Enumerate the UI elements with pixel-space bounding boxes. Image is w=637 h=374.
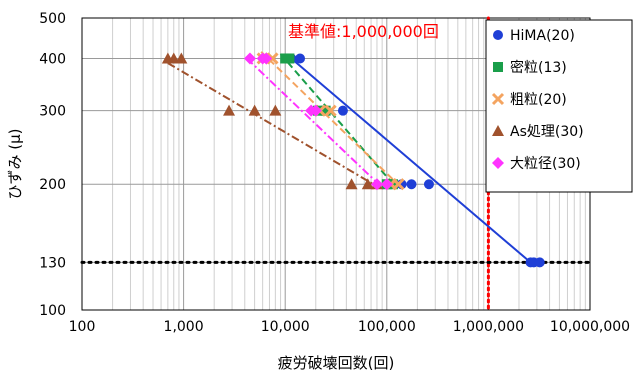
data-point-series-3 xyxy=(266,52,279,65)
legend-marker-series-3 xyxy=(491,92,505,106)
data-point-series-4 xyxy=(223,104,236,116)
trend-line-series-3 xyxy=(260,51,403,189)
legend-markers xyxy=(491,30,505,169)
data-point-series-4 xyxy=(345,178,358,190)
legend-label-soryu: 粗粒(20) xyxy=(510,92,567,108)
data-point-series-2 xyxy=(320,105,331,116)
legend-label-hima: HiMA(20) xyxy=(510,28,575,44)
legend-label-large-aggregate: 大粒径(30) xyxy=(510,156,581,172)
trend-lines xyxy=(167,51,532,264)
data-point-series-5 xyxy=(260,52,273,65)
data-point-series-3 xyxy=(324,104,337,117)
trend-line-series-2 xyxy=(279,53,396,187)
x-tick-label: 100,000 xyxy=(358,319,416,335)
data-point-series-5 xyxy=(370,178,383,191)
data-point-series-5 xyxy=(380,178,393,191)
x-tick-label: 10,000 xyxy=(261,319,310,335)
data-point-series-1 xyxy=(295,53,306,64)
data-point-series-1 xyxy=(406,179,417,190)
legend-label-as-treated: As処理(30) xyxy=(510,124,584,140)
data-point-series-4 xyxy=(269,104,282,116)
y-tick-label: 400 xyxy=(39,51,66,67)
data-point-series-3 xyxy=(392,178,405,191)
legend-marker-series-1 xyxy=(493,30,503,40)
data-points xyxy=(161,52,545,268)
trend-line-series-4 xyxy=(167,62,381,189)
y-tick-label: 130 xyxy=(39,255,66,271)
data-point-series-4 xyxy=(175,52,188,64)
data-point-series-4 xyxy=(361,178,374,190)
y-tick-labels: 100 130 200 300 400 500 xyxy=(39,11,66,319)
y-tick-label: 100 xyxy=(39,303,66,319)
y-tick-label: 200 xyxy=(39,177,66,193)
x-tick-label: 100 xyxy=(69,319,96,335)
y-tick-label: 300 xyxy=(39,104,66,120)
data-point-series-5 xyxy=(309,104,322,117)
data-point-series-5 xyxy=(243,52,256,65)
data-point-series-4 xyxy=(248,104,261,116)
legend-marker-series-2 xyxy=(493,62,503,72)
trend-line-series-1 xyxy=(290,57,532,264)
x-tick-label: 1,000 xyxy=(164,319,204,335)
legend-label-mitsuryu: 密粒(13) xyxy=(510,59,567,76)
reference-annotation: 基準値:1,000,000回 xyxy=(288,22,439,41)
legend-marker-series-5 xyxy=(492,157,504,169)
x-axis-label: 疲労破壊回数(回) xyxy=(278,354,395,372)
y-axis-label: ひずみ (μ) xyxy=(6,128,24,199)
y-tick-label: 500 xyxy=(39,11,66,27)
data-point-series-1 xyxy=(534,257,545,268)
legend: HiMA(20) 密粒(13) 粗粒(20) As処理(30) 大粒径(30) xyxy=(485,19,633,193)
x-tick-labels: 100 1,000 10,000 100,000 1,000,000 10,000,000 xyxy=(69,319,630,335)
data-point-series-4 xyxy=(167,52,180,64)
data-point-series-1 xyxy=(337,105,348,116)
x-tick-label: 1,000,000 xyxy=(453,319,524,335)
legend-marker-series-4 xyxy=(492,125,504,136)
data-point-series-2 xyxy=(284,53,295,64)
x-tick-label: 10,000,000 xyxy=(550,319,630,335)
legend-box xyxy=(485,19,633,193)
data-point-series-1 xyxy=(423,179,434,190)
